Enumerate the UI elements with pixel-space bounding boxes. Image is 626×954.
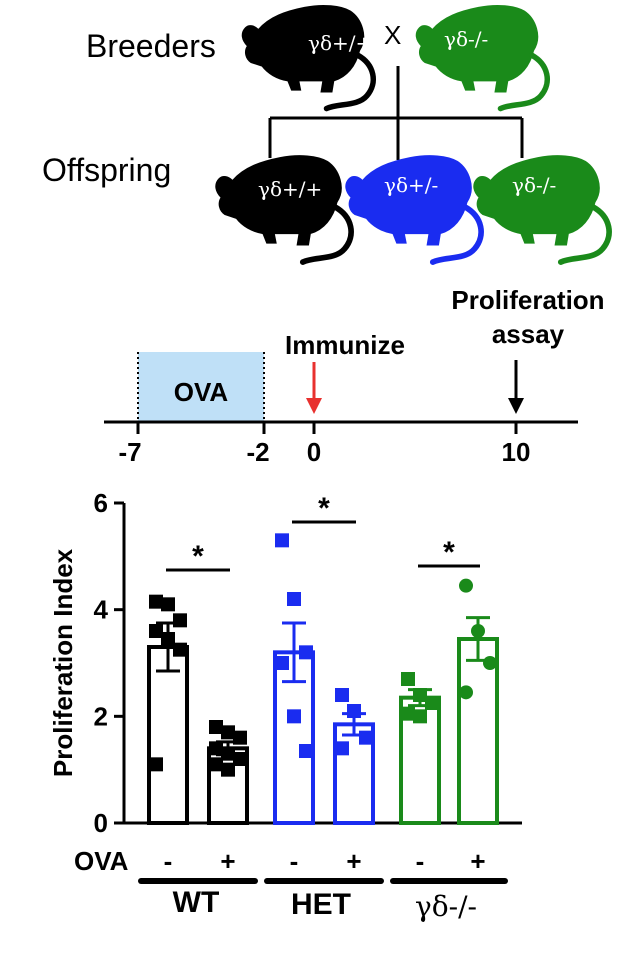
bar-0-0	[147, 645, 189, 825]
group-underline	[264, 878, 384, 884]
offspring-het-genotype: γδ+/-	[384, 173, 438, 197]
data-point	[287, 592, 301, 606]
data-point	[221, 725, 235, 740]
group-underline	[138, 878, 258, 884]
breeding-scheme: Breeders Offspring γδ+/+ X γδ-/- γδ+/+ γ…	[42, 5, 609, 262]
ova-box-label: OVA	[174, 377, 229, 407]
breeders-label: Breeders	[86, 28, 216, 64]
offspring-wt-genotype: γδ+/+	[258, 177, 322, 201]
y-tick-label: 4	[94, 595, 109, 625]
cross-symbol: X	[384, 20, 401, 50]
data-point	[221, 762, 235, 777]
data-point	[161, 632, 175, 646]
data-point	[173, 613, 187, 628]
data-point	[359, 730, 373, 745]
group-underline	[390, 878, 508, 884]
data-point	[209, 757, 223, 772]
offspring-label: Offspring	[42, 152, 171, 188]
treatment-sign: -	[290, 846, 299, 876]
significance-star: *	[443, 536, 455, 569]
offspring-ko-genotype: γδ-/-	[512, 173, 556, 197]
breeder-wt-genotype: γδ+/+	[308, 31, 372, 55]
data-point	[347, 704, 361, 718]
data-point	[483, 656, 497, 670]
ova-treatment-label: OVA	[74, 846, 129, 876]
timeline-tick-label: -2	[246, 437, 269, 467]
data-point	[413, 709, 427, 724]
data-point	[209, 720, 223, 734]
breeder-ko-mouse-icon	[416, 5, 547, 108]
data-point	[335, 741, 349, 756]
data-point	[221, 746, 235, 761]
significance-layer: * * *	[166, 492, 480, 573]
data-point	[401, 706, 415, 721]
treatment-sign: +	[470, 846, 485, 876]
group-label-het: HET	[291, 888, 351, 921]
points-layer	[149, 533, 497, 777]
immunize-label: Immunize	[285, 330, 405, 360]
y-axis-label: Proliferation Index	[48, 548, 78, 777]
significance-star: *	[318, 492, 330, 525]
group-label-wt: WT	[173, 886, 220, 919]
offspring-ko-mouse-icon	[474, 156, 609, 262]
breeding-tree-lines	[268, 66, 524, 160]
offspring-wt-mouse-icon	[216, 156, 351, 262]
data-point	[149, 594, 163, 609]
bars-layer	[147, 616, 499, 826]
timeline: OVA -7 -2 0 10 Immunize Proliferation as…	[104, 285, 605, 467]
data-point	[161, 597, 175, 612]
treatment-signs: - + - + - +	[164, 846, 486, 876]
breeder-wt-mouse-icon	[242, 5, 373, 108]
timeline-tick-label: 10	[502, 437, 531, 467]
data-point	[413, 688, 427, 702]
y-axis: 0 2 4 6	[94, 488, 126, 838]
timeline-tick-label: -7	[118, 437, 141, 467]
group-underlines	[138, 878, 508, 884]
data-point	[299, 645, 313, 660]
data-point	[459, 578, 473, 593]
assay-arrow-icon	[508, 360, 524, 414]
treatment-sign: +	[220, 846, 235, 876]
treatment-sign: -	[164, 846, 173, 876]
data-point	[275, 656, 289, 670]
data-point	[275, 533, 289, 548]
y-tick-label: 0	[94, 808, 108, 838]
offspring-het-mouse-icon	[346, 156, 481, 262]
data-point	[471, 624, 485, 638]
treatment-sign: -	[416, 846, 425, 876]
treatment-sign: +	[346, 846, 361, 876]
proliferation-assay-label-line1: Proliferation	[451, 285, 604, 315]
data-point	[209, 741, 223, 756]
data-point	[233, 730, 247, 745]
y-tick-label: 2	[94, 701, 108, 731]
data-point	[149, 757, 163, 772]
data-point	[459, 685, 473, 700]
y-tick-label: 6	[94, 488, 108, 518]
data-point	[173, 642, 187, 657]
data-point	[335, 688, 349, 702]
data-point	[401, 672, 415, 686]
breeder-ko-genotype: γδ-/-	[444, 27, 488, 51]
immunize-arrow-icon	[306, 362, 322, 414]
proliferation-assay-label-line2: assay	[492, 319, 565, 349]
data-point	[299, 744, 313, 758]
data-point	[233, 752, 247, 766]
data-point	[287, 709, 301, 724]
data-point	[425, 696, 439, 710]
ova-exposure-box	[138, 352, 264, 422]
timeline-tick-label: 0	[307, 437, 321, 467]
group-label-ko: γδ-/-	[415, 890, 477, 923]
significance-star: *	[192, 540, 204, 573]
data-point	[149, 624, 163, 638]
